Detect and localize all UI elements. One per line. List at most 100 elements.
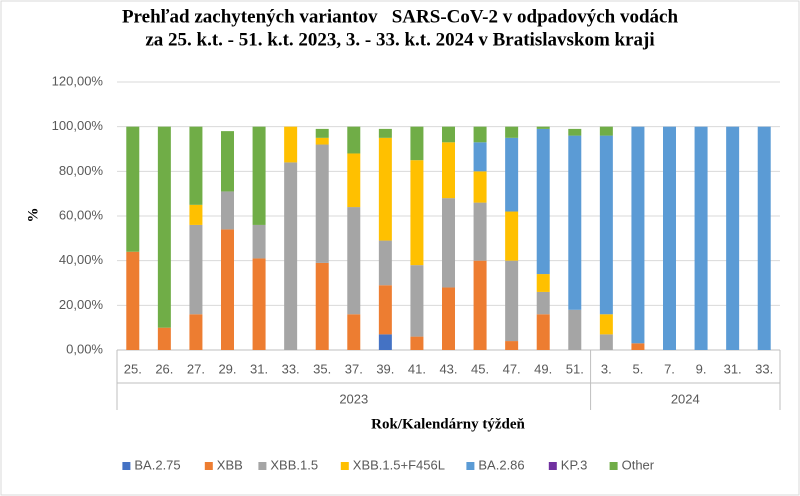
x-tick-label: 7.	[664, 361, 675, 376]
bar-segment	[378, 128, 392, 138]
legend-label: XBB.1.5+F456L	[353, 457, 445, 472]
bar-segment	[347, 126, 361, 154]
bar-segment	[631, 126, 645, 344]
x-tick-label: 9.	[696, 361, 707, 376]
bar-segment	[347, 153, 361, 208]
y-tick-label: 100,00%	[52, 118, 104, 133]
bar-segment	[378, 285, 392, 335]
bar-segment	[505, 341, 519, 350]
bar-segment	[473, 126, 487, 143]
bar-segment	[536, 291, 550, 315]
bar-segment	[442, 198, 455, 288]
x-tick-label: 51.	[566, 361, 584, 376]
bar-segment	[126, 251, 140, 350]
bar-segment	[315, 262, 329, 350]
bar-segment	[536, 126, 550, 129]
bar-segment	[189, 126, 203, 205]
bar-segment	[221, 191, 234, 230]
x-tick-label: 35.	[313, 361, 331, 376]
bar-segment	[536, 128, 550, 275]
legend-label: KP.3	[561, 457, 588, 472]
legend-swatch	[122, 462, 131, 470]
bar-segment	[536, 314, 550, 350]
legend-swatch	[609, 462, 618, 470]
y-tick-label: 20,00%	[59, 297, 104, 312]
bar-segment	[473, 260, 487, 350]
bar-segment	[157, 327, 171, 350]
bar-segment	[505, 126, 519, 138]
bar-segment	[473, 142, 487, 172]
legend-label: XBB.1.5	[270, 457, 318, 472]
bar-segment	[568, 309, 582, 350]
bar-segment	[126, 126, 140, 252]
bar-segment	[536, 274, 550, 292]
bar-segment	[568, 135, 582, 310]
y-axis-title: %	[25, 208, 41, 223]
bar-segment	[663, 126, 676, 351]
bar-segment	[284, 126, 298, 163]
bar-segment	[599, 126, 613, 136]
legend-swatch	[340, 462, 349, 470]
bar-segment	[442, 126, 455, 143]
x-tick-label: 37.	[345, 361, 363, 376]
bar-segment	[757, 126, 771, 351]
legend-swatch	[258, 462, 267, 470]
bar-segment	[442, 287, 455, 350]
y-tick-label: 80,00%	[59, 163, 104, 178]
x-tick-label: 33.	[755, 361, 773, 376]
x-axis-title: Rok/Kalendárny týždeň	[371, 416, 525, 432]
bar-segment	[726, 126, 740, 351]
x-tick-label: 33.	[282, 361, 300, 376]
bar-segment	[473, 202, 487, 261]
legend-label: XBB	[217, 457, 243, 472]
bar-segment	[442, 142, 455, 199]
legend-swatch	[548, 462, 557, 470]
x-tick-label: 39.	[376, 361, 394, 376]
group-label: 2023	[339, 391, 368, 406]
legend-swatch	[466, 462, 475, 470]
legend-label: Other	[622, 457, 655, 472]
legend-label: BA.2.75	[134, 457, 180, 472]
y-tick-label: 120,00%	[52, 73, 104, 88]
bar-segment	[378, 240, 392, 286]
bar-segment	[599, 314, 613, 335]
bar-segment	[410, 126, 424, 161]
bar-segment	[315, 137, 329, 145]
bar-segment	[505, 260, 519, 342]
x-tick-label: 31.	[724, 361, 742, 376]
y-tick-label: 0,00%	[66, 341, 103, 356]
bar-segment	[252, 126, 266, 225]
x-tick-label: 49.	[534, 361, 552, 376]
bar-segment	[315, 144, 329, 263]
bar-segment	[694, 126, 708, 351]
bar-segment	[189, 314, 203, 350]
x-tick-label: 43.	[439, 361, 457, 376]
bar-segment	[252, 258, 266, 350]
bar-segment	[221, 229, 234, 350]
x-tick-label: 5.	[633, 361, 644, 376]
bar-segment	[599, 135, 613, 315]
bar-segment	[284, 162, 298, 350]
bar-segment	[599, 334, 613, 350]
bar-segment	[410, 160, 424, 266]
bar-segment	[473, 171, 487, 203]
x-tick-label: 41.	[408, 361, 426, 376]
x-tick-label: 47.	[503, 361, 521, 376]
bar-segment	[347, 207, 361, 315]
bar-segment	[157, 126, 171, 328]
x-tick-label: 26.	[155, 361, 173, 376]
legend-label: BA.2.86	[478, 457, 524, 472]
bar-segment	[347, 314, 361, 350]
chart-title: za 25. k.t. - 51. k.t. 2023, 3. - 33. k.…	[145, 29, 654, 50]
x-tick-label: 3.	[601, 361, 612, 376]
x-tick-label: 45.	[471, 361, 489, 376]
bar-segment	[189, 204, 203, 225]
bar-segment	[221, 131, 234, 192]
bar-segment	[505, 137, 519, 212]
y-tick-label: 40,00%	[59, 252, 104, 267]
bar-segment	[189, 224, 203, 315]
bar-segment	[410, 336, 424, 350]
bar-segment	[252, 224, 266, 259]
group-label: 2024	[671, 391, 700, 406]
